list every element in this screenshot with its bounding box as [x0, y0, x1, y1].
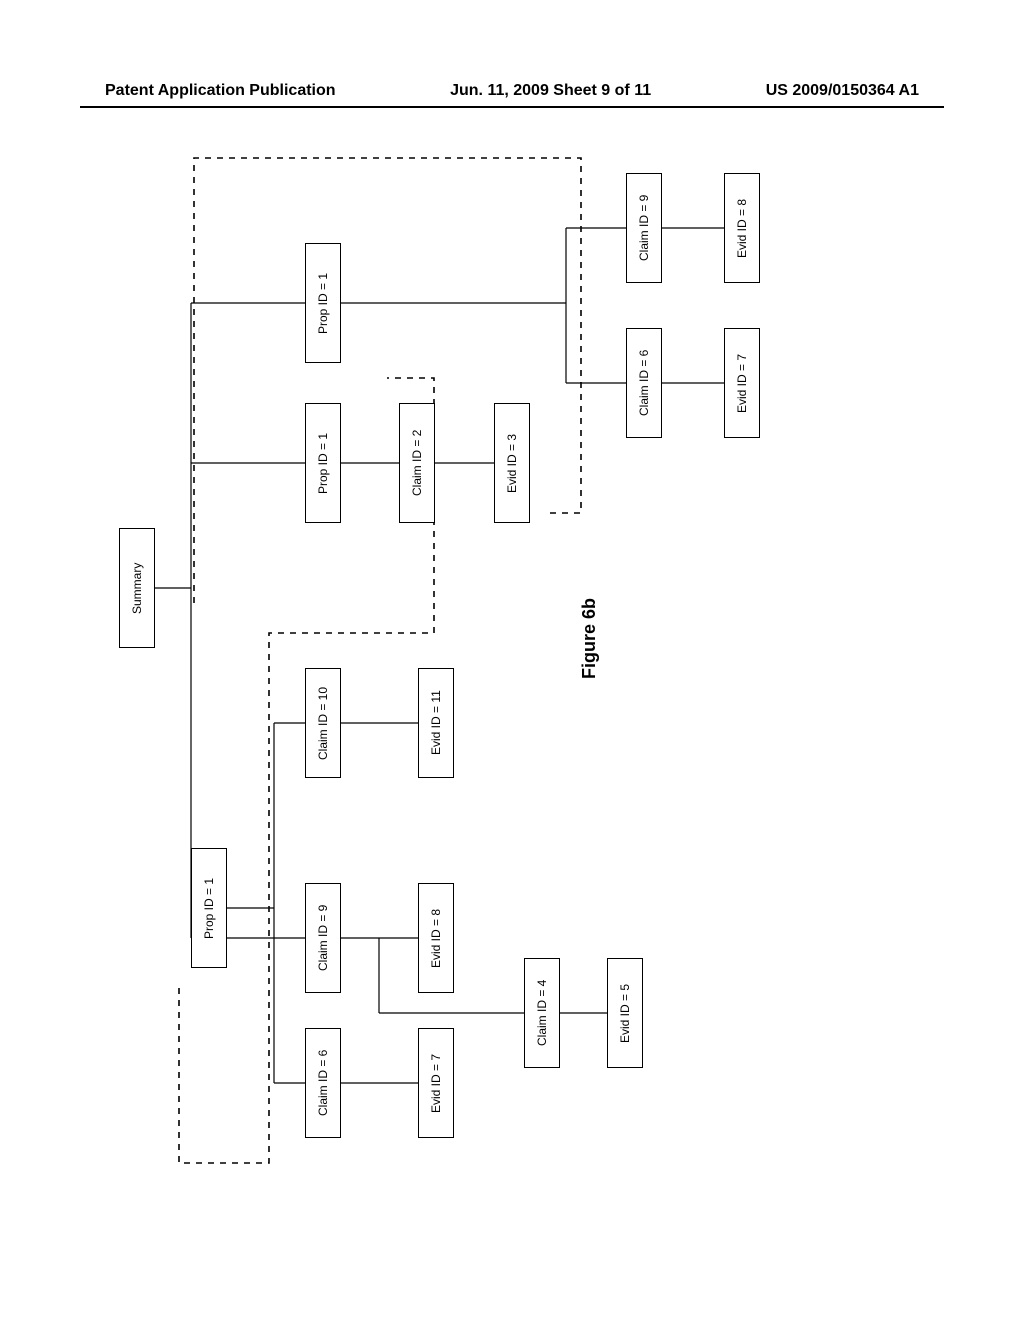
node-claim6_r: Claim ID = 6 [626, 328, 662, 438]
node-claim10: Claim ID = 10 [305, 668, 341, 778]
header-right: US 2009/0150364 A1 [766, 82, 919, 100]
header-rule [80, 106, 944, 108]
node-claim9_r: Claim ID = 9 [626, 173, 662, 283]
node-evid8_r: Evid ID = 8 [724, 173, 760, 283]
node-evid3: Evid ID = 3 [494, 403, 530, 523]
node-evid11: Evid ID = 11 [418, 668, 454, 778]
node-evid7_r: Evid ID = 7 [724, 328, 760, 438]
node-claim6_l: Claim ID = 6 [305, 1028, 341, 1138]
header-left: Patent Application Publication [105, 82, 336, 100]
node-claim2: Claim ID = 2 [399, 403, 435, 523]
node-evid7_l: Evid ID = 7 [418, 1028, 454, 1138]
node-claim9_l: Claim ID = 9 [305, 883, 341, 993]
node-prop1_l: Prop ID = 1 [191, 848, 227, 968]
node-evid8_l: Evid ID = 8 [418, 883, 454, 993]
node-prop1_m: Prop ID = 1 [305, 403, 341, 523]
node-evid5: Evid ID = 5 [607, 958, 643, 1068]
node-prop1_r: Prop ID = 1 [305, 243, 341, 363]
figure-label: Figure 6b [579, 598, 600, 679]
header-center: Jun. 11, 2009 Sheet 9 of 11 [450, 82, 651, 100]
diagram-area: Figure 6b Summary Prop ID = 1 Prop ID = 1 P… [119, 128, 909, 1188]
node-claim4: Claim ID = 4 [524, 958, 560, 1068]
connector-layer [119, 128, 909, 1188]
node-summary: Summary [119, 528, 155, 648]
